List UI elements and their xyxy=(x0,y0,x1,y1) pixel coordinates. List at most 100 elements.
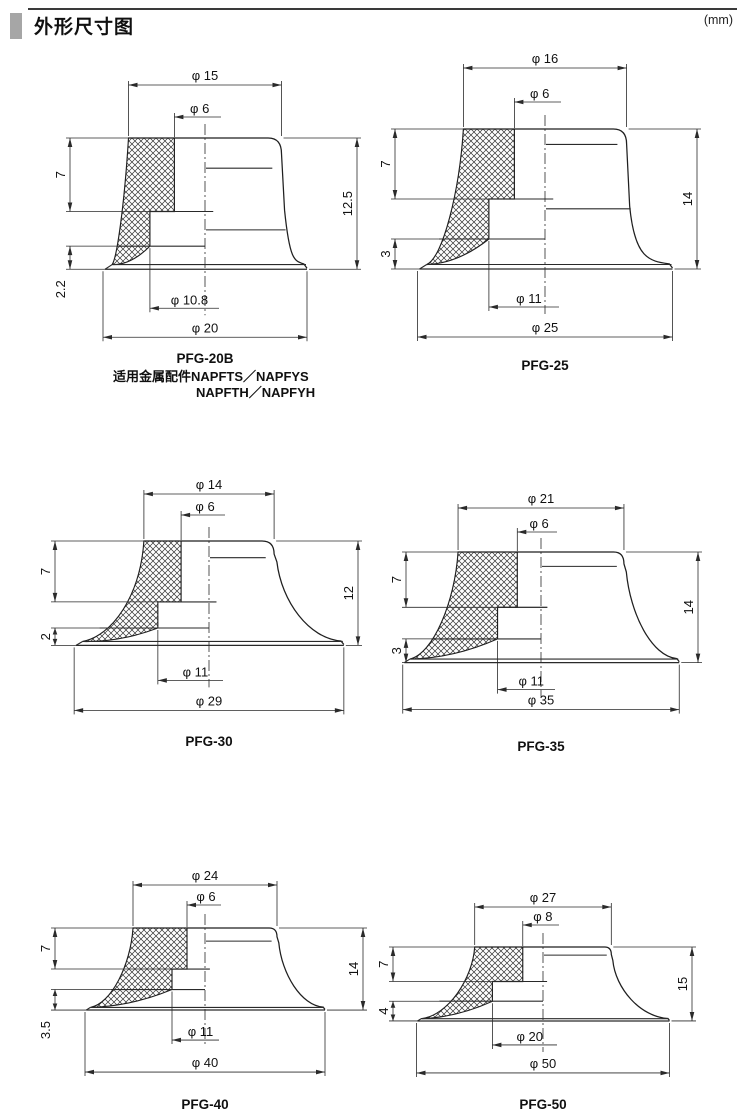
dim-arrowhead xyxy=(67,202,73,212)
PFG-30-dim-total-height: 12 xyxy=(341,586,356,600)
PFG-20B-dim-neck-dia: φ 6 xyxy=(190,101,209,116)
cup-outline-right xyxy=(522,946,670,1021)
lip-tip-edge xyxy=(104,264,113,270)
dim-arrowhead xyxy=(390,972,396,982)
cup-section-hatched xyxy=(426,128,515,266)
dim-arrowhead xyxy=(403,598,409,608)
cup-outline-right xyxy=(514,128,673,269)
PFG-35-dim-top-dia: φ 21 xyxy=(528,491,555,506)
PFG-50-dim-inner-dia: φ 20 xyxy=(516,1029,543,1044)
dim-arrowhead xyxy=(663,334,673,340)
PFG-50-dim-upper-height: 7 xyxy=(376,961,391,968)
dim-arrowhead xyxy=(614,505,624,511)
dim-arrowhead xyxy=(392,260,398,269)
dim-arrowhead xyxy=(492,1042,502,1048)
figure-caption-pfg-20b: PFG-20B xyxy=(176,351,234,366)
dim-arrowhead xyxy=(488,304,498,310)
dim-arrowhead xyxy=(172,1037,181,1043)
PFG-40-dim-lip-height: 3.5 xyxy=(38,1021,53,1039)
dim-arrowhead xyxy=(403,653,409,663)
PFG-20B-dim-lip-height: 2.2 xyxy=(53,280,68,298)
dim-arrowhead xyxy=(474,904,484,910)
dim-arrowhead xyxy=(390,947,396,956)
dim-arrowhead xyxy=(355,636,361,646)
PFG-25-dim-inner-dia: φ 11 xyxy=(516,291,542,306)
dim-arrowhead xyxy=(103,334,112,340)
PFG-30-dim-upper-height: 7 xyxy=(38,568,53,575)
dim-arrowhead xyxy=(52,989,58,997)
dim-arrowhead xyxy=(187,902,196,908)
PFG-25-dim-neck-dia: φ 6 xyxy=(530,86,549,101)
dim-arrowhead xyxy=(181,512,191,518)
dim-arrowhead xyxy=(355,541,361,550)
figure-caption-pfg-50: PFG-50 xyxy=(519,1097,567,1112)
dim-arrowhead xyxy=(354,138,360,147)
drawing-PFG-50: φ 27 φ 8 7 4 15 φ 20 φ 50 xyxy=(376,890,696,1077)
PFG-20B-dim-inner-dia: φ 10.8 xyxy=(171,292,208,307)
PFG-20B-dim-total-height: 12.5 xyxy=(340,191,355,216)
drawing-PFG-25: φ 16 φ 6 7 3 14 φ 11 φ 25 xyxy=(378,51,701,341)
cup-section-hatched xyxy=(111,137,175,266)
PFG-35-dim-neck-dia: φ 6 xyxy=(530,516,549,531)
dim-arrowhead xyxy=(517,529,527,535)
dim-arrowhead xyxy=(67,138,73,147)
PFG-20B-dim-outer-dia: φ 20 xyxy=(192,320,219,335)
dim-arrowhead xyxy=(497,687,507,692)
PFG-40-dim-outer-dia: φ 40 xyxy=(192,1055,219,1070)
figure-caption-pfg-40: PFG-40 xyxy=(181,1097,229,1112)
PFG-40-dim-upper-height: 7 xyxy=(38,945,53,952)
lip-tip-edge xyxy=(85,1006,91,1011)
cup-section-hatched xyxy=(90,927,188,1008)
dim-arrowhead xyxy=(522,922,532,928)
figure-caption-pfg-30: PFG-30 xyxy=(185,734,233,749)
PFG-30-dim-top-dia: φ 14 xyxy=(196,477,223,492)
PFG-35-dim-inner-dia: φ 11 xyxy=(519,674,545,689)
lip-tip-edge xyxy=(75,641,83,646)
PFG-25-dim-total-height: 14 xyxy=(680,192,695,206)
dim-arrowhead xyxy=(689,947,695,956)
dim-arrowhead xyxy=(52,928,58,937)
dim-arrowhead xyxy=(695,653,701,663)
dim-arrowhead xyxy=(67,260,73,270)
lip-tip-edge xyxy=(417,1018,422,1022)
drawing-PFG-30: φ 14 φ 6 7 2 12 φ 11 φ 29 xyxy=(38,477,362,715)
dim-arrowhead xyxy=(67,246,73,256)
PFG-25-dim-outer-dia: φ 25 xyxy=(532,320,559,335)
dim-arrowhead xyxy=(392,129,398,138)
dim-arrowhead xyxy=(694,129,700,138)
header-rule xyxy=(28,8,737,10)
dim-arrowhead xyxy=(143,491,153,497)
drawing-PFG-40: φ 24 φ 6 7 3.5 14 φ 11 φ 40 xyxy=(38,868,367,1077)
dim-arrowhead xyxy=(74,708,84,713)
dim-arrowhead xyxy=(458,505,468,511)
cup-section-hatched xyxy=(420,946,524,1020)
dim-arrowhead xyxy=(416,1070,426,1076)
figure-note-line-1: 适用金属配件NAPFTS／NAPFYS xyxy=(113,369,309,384)
PFG-25-dim-upper-height: 7 xyxy=(378,160,393,167)
dim-arrowhead xyxy=(670,707,680,712)
drawing-PFG-20B: φ 15 φ 6 7 2.2 12.5 φ 10.8 φ 20 xyxy=(53,68,361,342)
cup-outline-right xyxy=(187,927,326,1010)
dim-arrowhead xyxy=(265,491,275,497)
dim-arrowhead xyxy=(360,1001,366,1011)
PFG-50-dim-neck-dia: φ 8 xyxy=(533,909,552,924)
PFG-40-dim-inner-dia: φ 11 xyxy=(188,1024,214,1039)
PFG-30-dim-neck-dia: φ 6 xyxy=(195,499,214,514)
dim-arrowhead xyxy=(463,65,473,71)
header-square-marker xyxy=(10,13,22,39)
PFG-30-dim-outer-dia: φ 29 xyxy=(196,693,223,708)
dim-arrowhead xyxy=(514,99,524,105)
PFG-40-dim-top-dia: φ 24 xyxy=(192,868,219,883)
PFG-50-dim-outer-dia: φ 50 xyxy=(530,1056,557,1071)
cup-outline-right xyxy=(181,540,345,645)
dim-arrowhead xyxy=(52,638,58,646)
PFG-30-dim-inner-dia: φ 11 xyxy=(183,664,209,679)
dim-arrowhead xyxy=(417,334,427,340)
PFG-35-dim-lip-height: 3 xyxy=(389,647,404,654)
cup-outline-right xyxy=(174,137,308,269)
dim-arrowhead xyxy=(268,882,277,888)
dim-arrowhead xyxy=(52,592,58,602)
PFG-20B-dim-upper-height: 7 xyxy=(53,171,68,178)
dim-arrowhead xyxy=(157,678,167,683)
